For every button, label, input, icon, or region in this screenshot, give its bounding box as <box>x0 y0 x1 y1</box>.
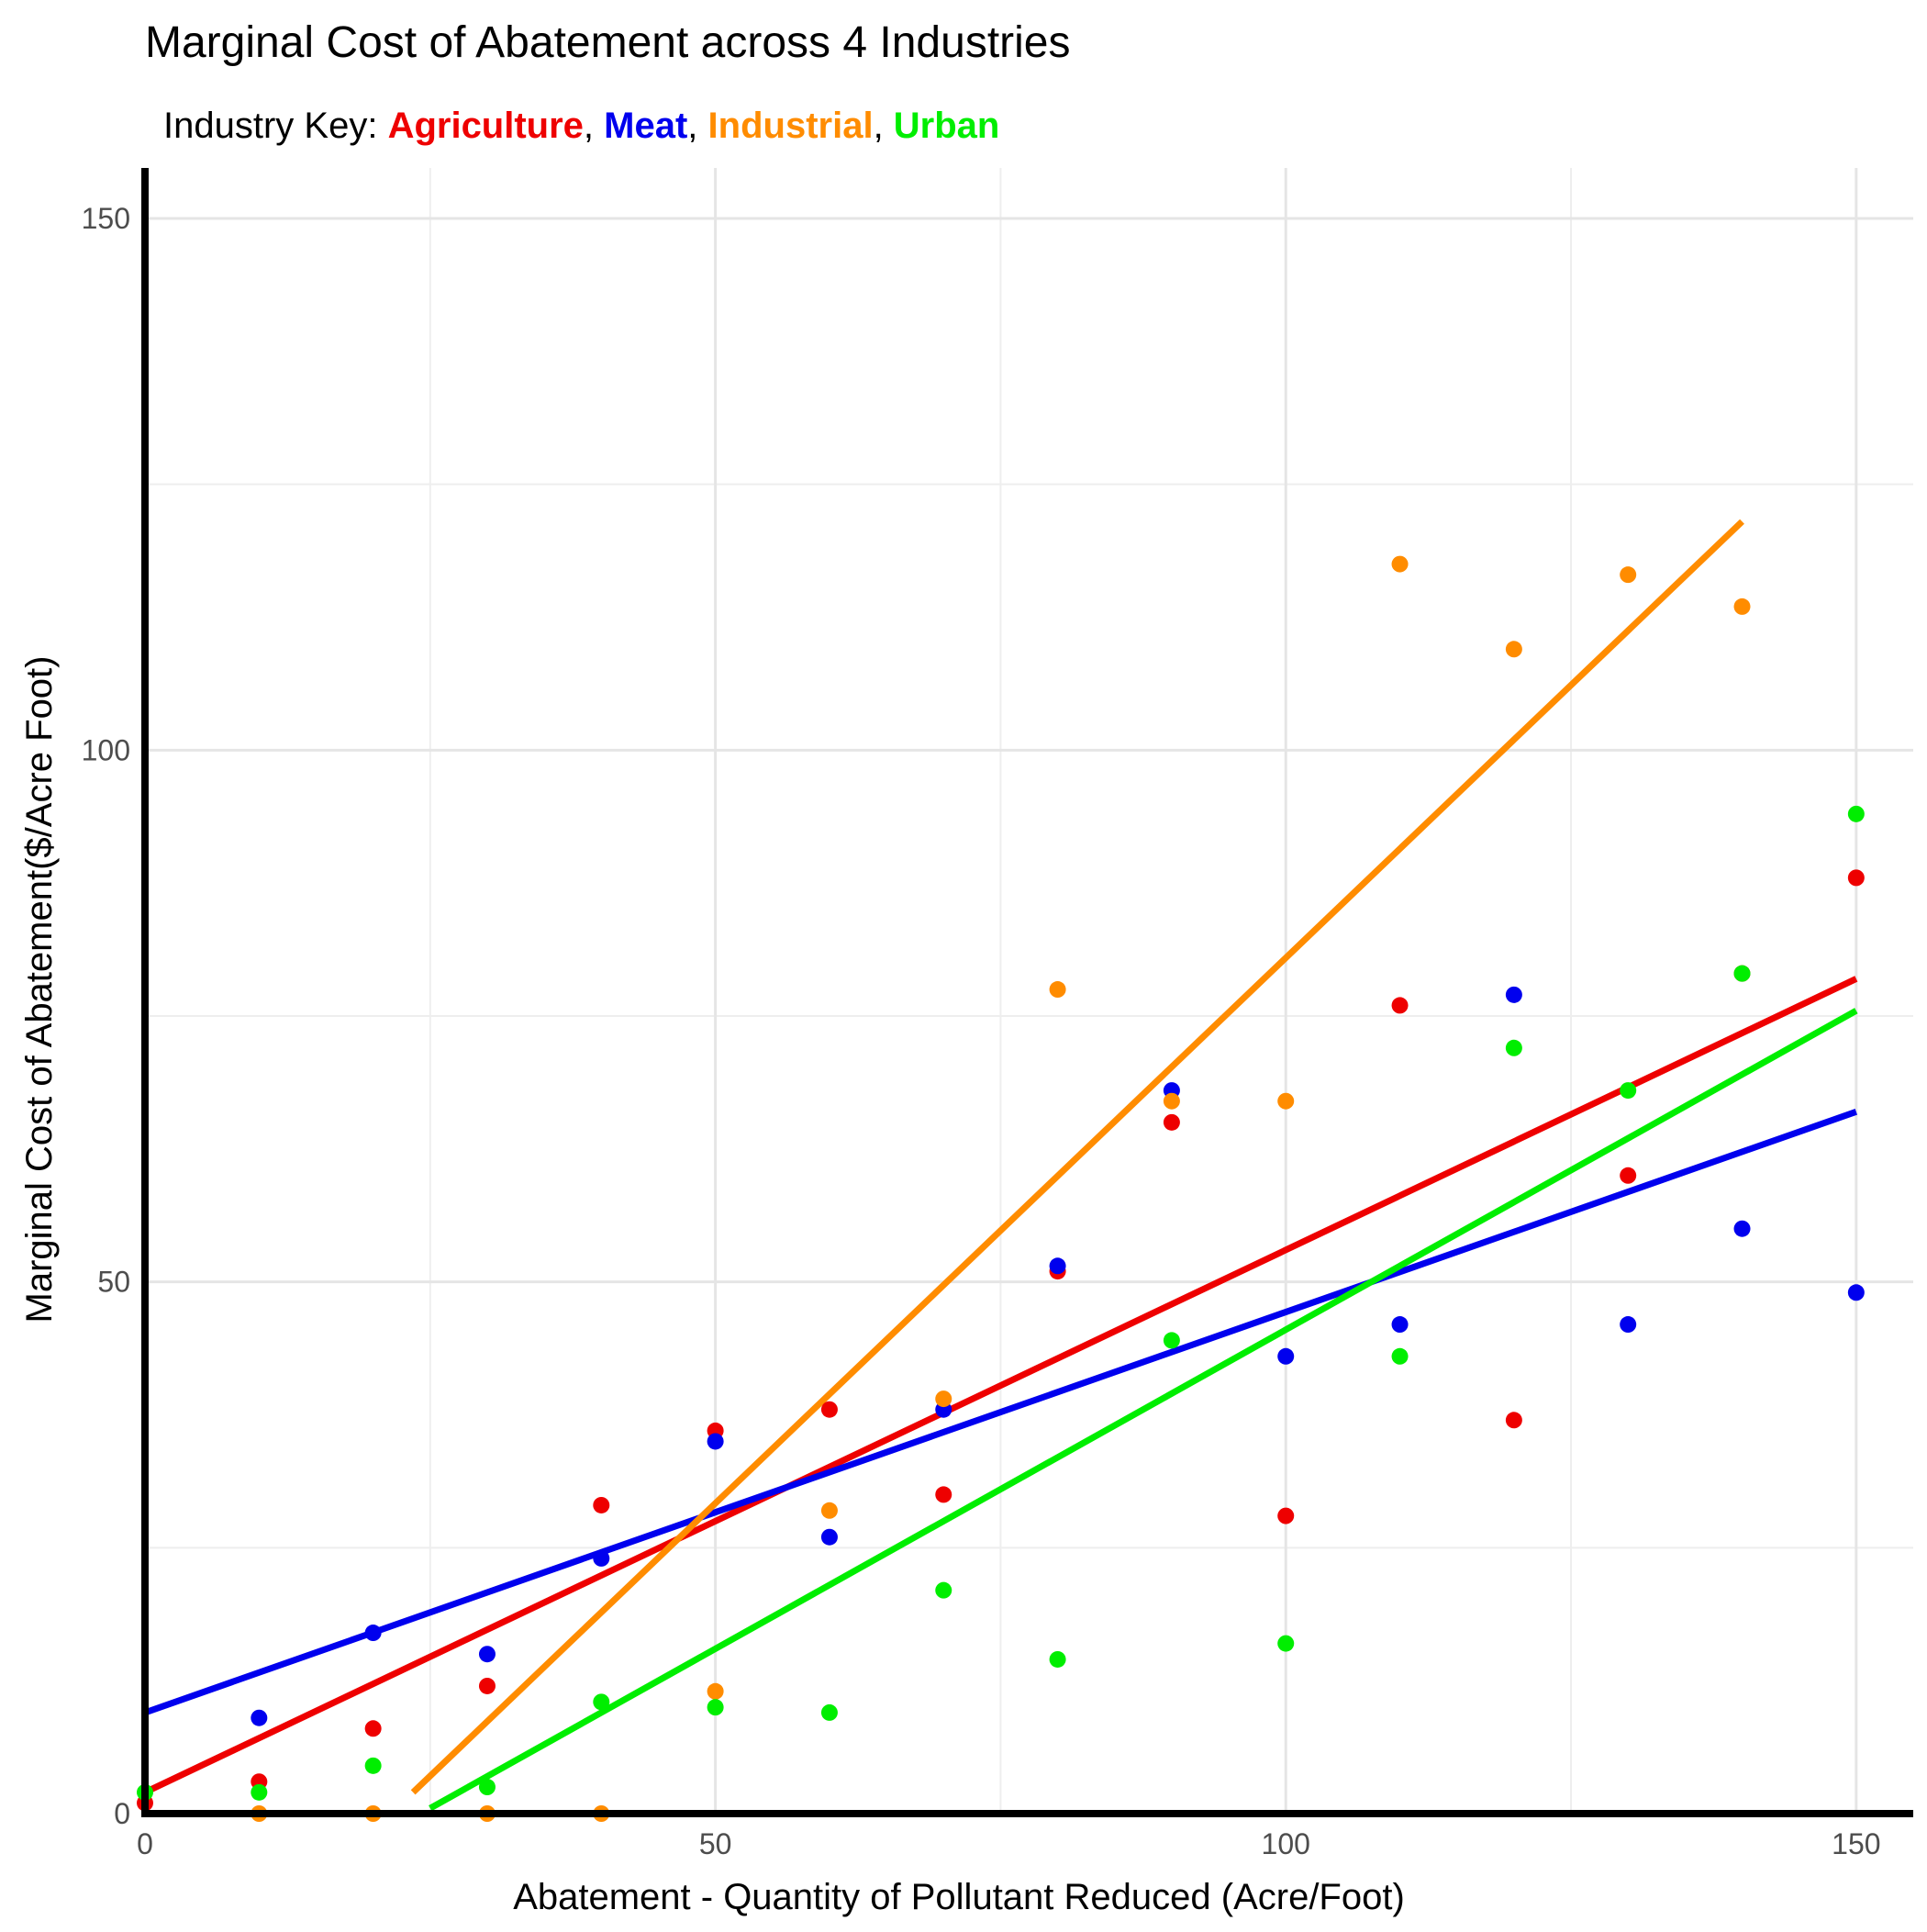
y-tick-label: 0 <box>114 1797 130 1830</box>
industry-key-separator: , <box>584 106 604 146</box>
fit-line-urban <box>429 1008 1858 1812</box>
point-industrial <box>1163 1092 1180 1110</box>
point-meat <box>251 1709 268 1726</box>
point-urban <box>1277 1635 1295 1652</box>
point-agriculture <box>1391 997 1409 1014</box>
point-urban <box>251 1783 268 1801</box>
point-industrial <box>1733 597 1751 615</box>
point-agriculture <box>1277 1507 1295 1524</box>
industry-key-separator: , <box>687 106 707 146</box>
y-tick-label: 50 <box>97 1266 130 1299</box>
point-urban <box>1847 805 1865 822</box>
fit-line-agriculture <box>143 976 1858 1795</box>
industry-key-meat: Meat <box>604 106 687 146</box>
point-agriculture <box>1163 1113 1180 1131</box>
fit-line-meat <box>143 1108 1857 1716</box>
point-industrial <box>935 1390 952 1408</box>
point-meat <box>1733 1220 1751 1237</box>
grid <box>143 168 1913 1815</box>
fit-line-industrial <box>410 519 1744 1795</box>
point-urban <box>1049 1650 1066 1668</box>
point-urban <box>1391 1347 1409 1365</box>
point-industrial <box>1505 641 1522 658</box>
point-meat <box>1505 986 1522 1003</box>
y-axis-label: Marginal Cost of Abatement($/Acre Foot) <box>19 656 60 1323</box>
axes <box>141 168 1913 1817</box>
point-urban <box>593 1693 610 1711</box>
industry-key-prefix: Industry Key: <box>163 106 388 146</box>
point-urban <box>707 1699 724 1716</box>
point-meat <box>1391 1316 1409 1334</box>
point-industrial <box>707 1682 724 1700</box>
point-meat <box>478 1646 496 1663</box>
point-agriculture <box>364 1720 382 1737</box>
y-tick-label: 100 <box>82 733 130 766</box>
point-meat <box>1277 1347 1295 1365</box>
point-agriculture <box>593 1496 610 1513</box>
point-agriculture <box>1505 1412 1522 1429</box>
point-industrial <box>1049 981 1066 999</box>
industry-key-separator: , <box>874 106 894 146</box>
x-tick-label: 50 <box>699 1827 732 1860</box>
industry-key: Industry Key: Agriculture, Meat, Industr… <box>163 106 999 146</box>
point-industrial <box>1277 1092 1295 1110</box>
point-meat <box>707 1433 724 1450</box>
point-industrial <box>1620 566 1637 584</box>
point-meat <box>820 1528 838 1546</box>
point-meat <box>1620 1316 1637 1334</box>
point-agriculture <box>935 1486 952 1503</box>
point-agriculture <box>478 1677 496 1694</box>
point-industrial <box>820 1502 838 1519</box>
point-agriculture <box>1847 869 1865 887</box>
point-urban <box>1733 965 1751 982</box>
point-meat <box>1049 1257 1066 1275</box>
point-urban <box>1163 1332 1180 1349</box>
industry-key-agriculture: Agriculture <box>388 106 584 146</box>
point-meat <box>1847 1284 1865 1301</box>
point-urban <box>1620 1082 1637 1100</box>
point-urban <box>820 1703 838 1721</box>
y-tick-label: 150 <box>82 202 130 235</box>
industry-key-urban: Urban <box>894 106 1000 146</box>
point-agriculture <box>1620 1167 1637 1184</box>
x-axis-label: Abatement - Quantity of Pollutant Reduce… <box>513 1877 1405 1917</box>
point-meat <box>593 1549 610 1567</box>
point-industrial <box>1391 555 1409 573</box>
x-tick-label: 100 <box>1262 1827 1310 1860</box>
tick-labels: 0 50 100 150 0 50 100 150 <box>82 202 1881 1860</box>
point-urban <box>478 1779 496 1796</box>
point-urban <box>935 1581 952 1599</box>
point-urban <box>364 1757 382 1774</box>
point-meat <box>364 1625 382 1642</box>
fit-lines <box>143 519 1858 1812</box>
data-points <box>137 555 1865 1822</box>
chart-title: Marginal Cost of Abatement across 4 Indu… <box>145 18 1071 67</box>
point-urban <box>1505 1039 1522 1056</box>
x-tick-label: 150 <box>1832 1827 1880 1860</box>
industry-key-industrial: Industrial <box>708 106 874 146</box>
point-agriculture <box>820 1401 838 1418</box>
x-tick-label: 0 <box>137 1827 153 1860</box>
